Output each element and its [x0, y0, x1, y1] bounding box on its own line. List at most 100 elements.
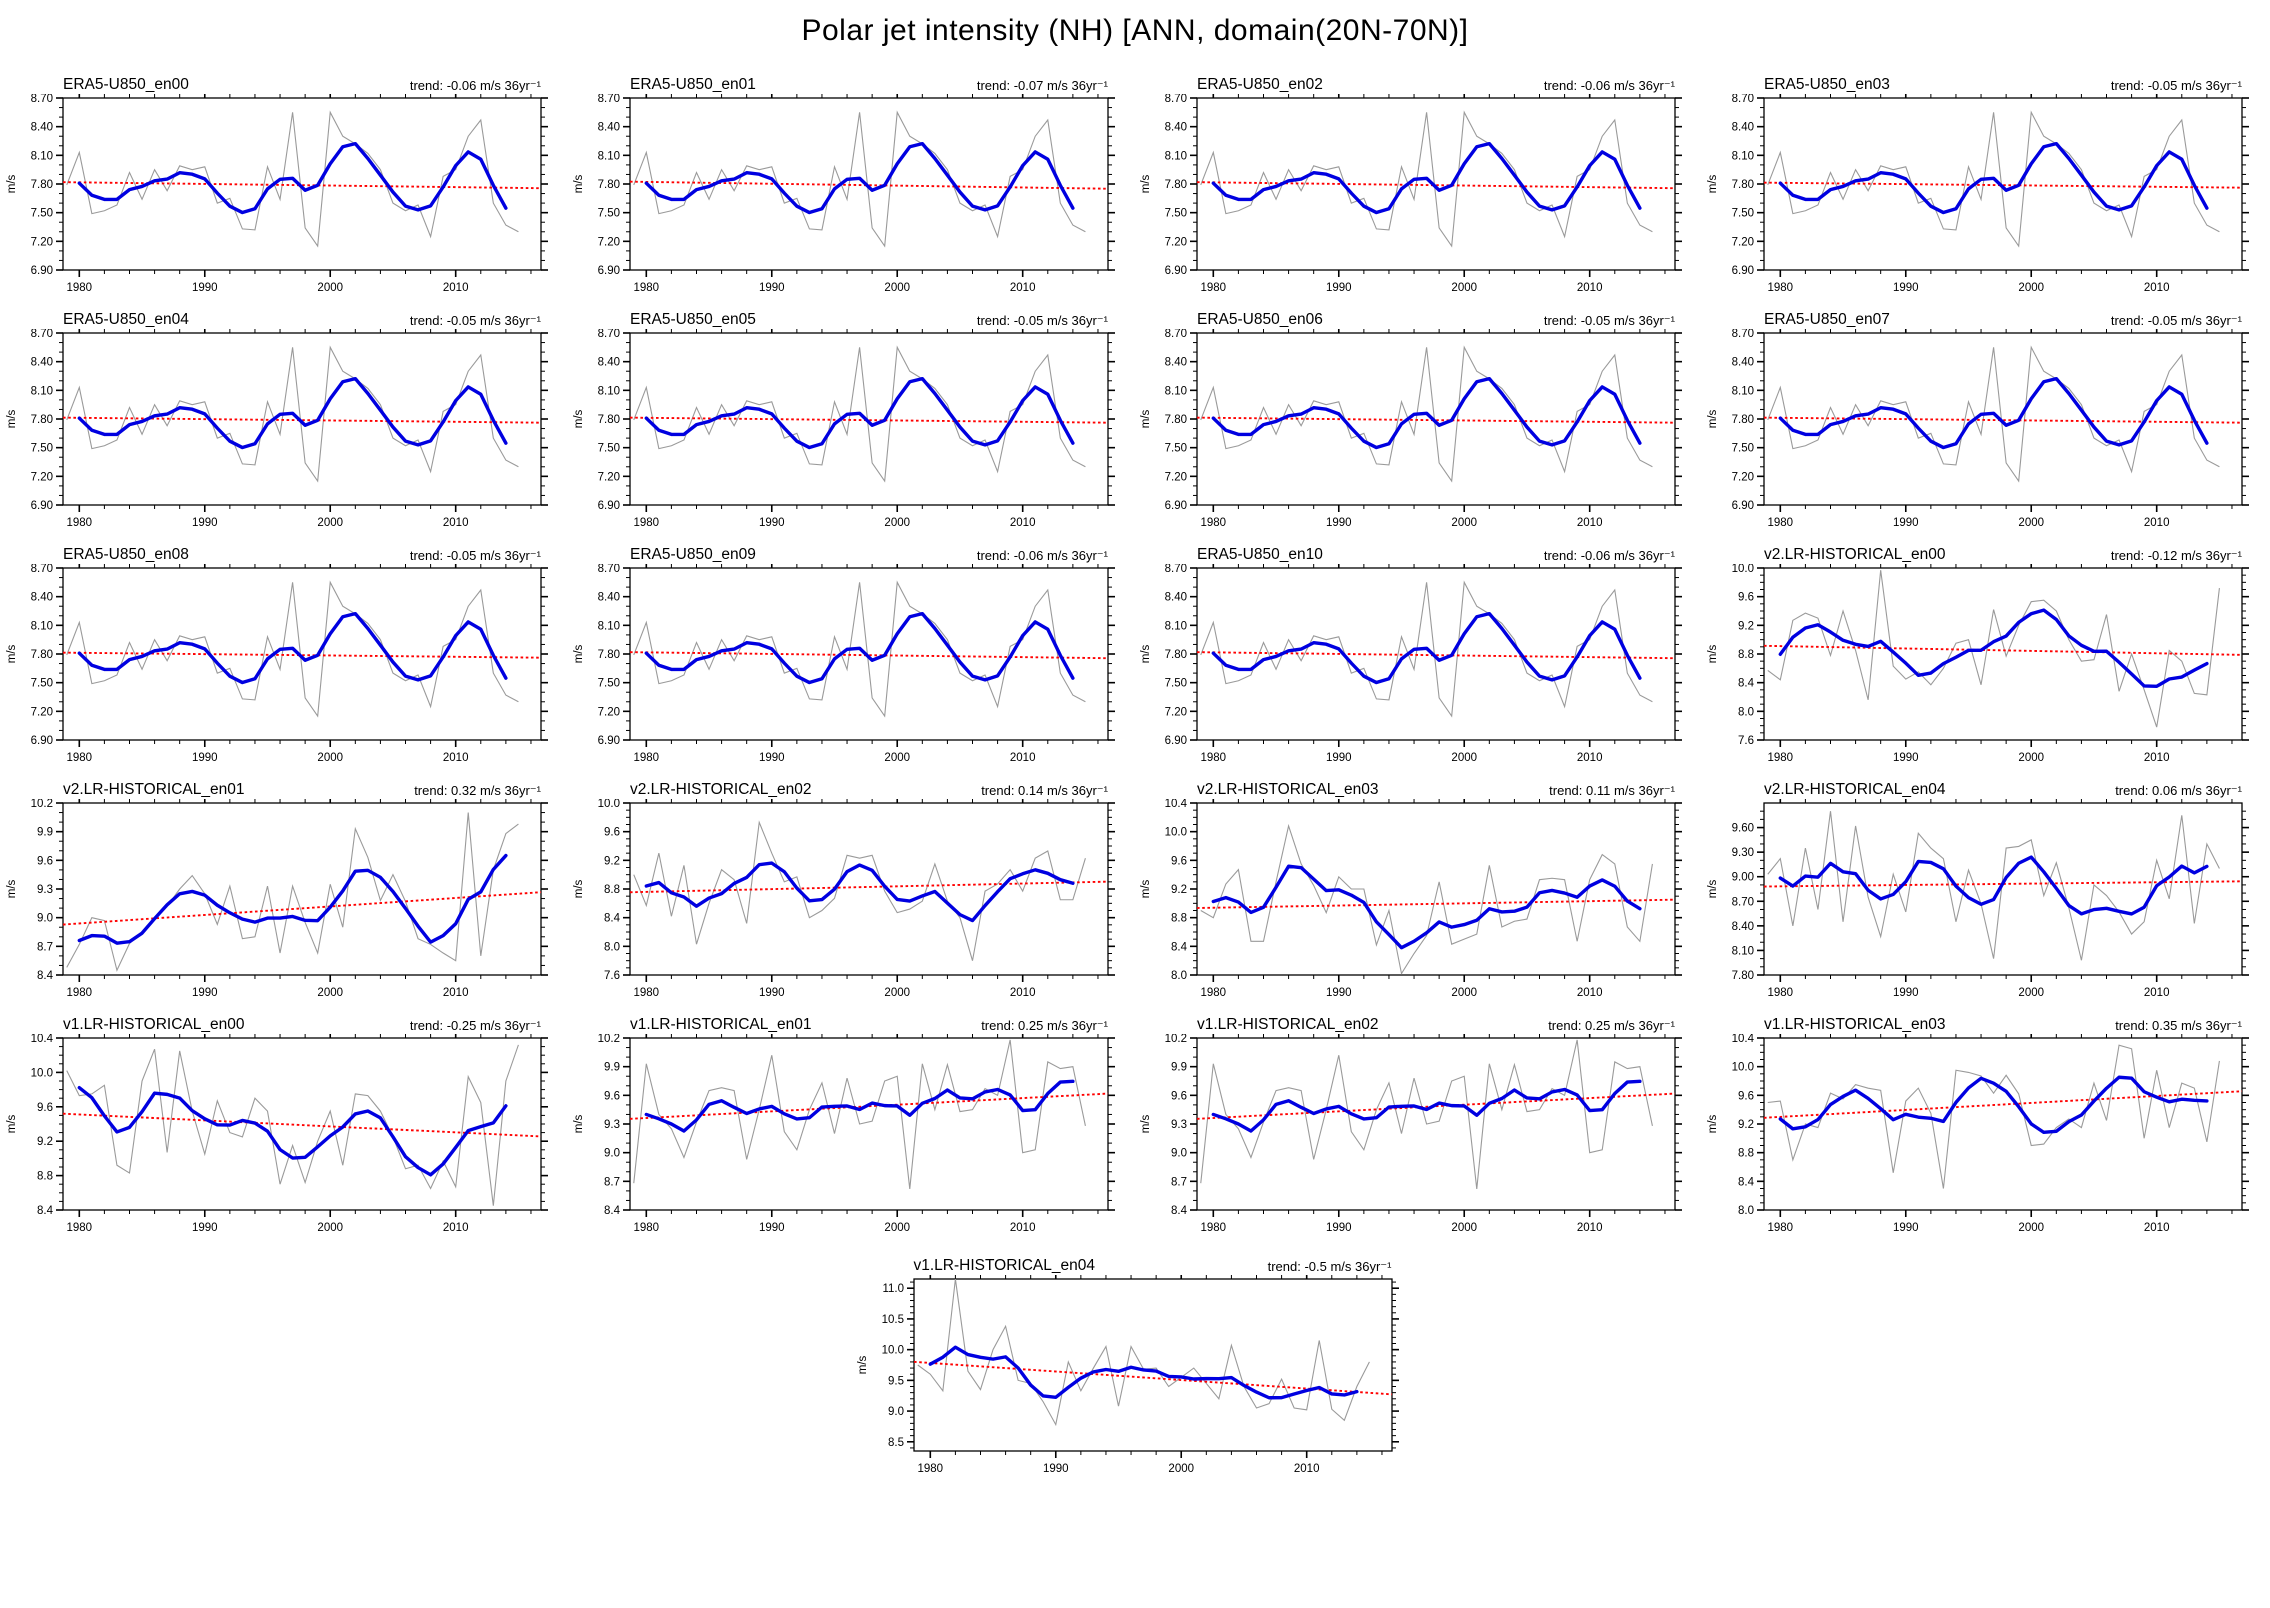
y-axis-title: m/s — [573, 644, 585, 663]
y-tick-label: 8.10 — [598, 385, 620, 397]
panel-title: v1.LR-HISTORICAL_en04 — [913, 1257, 1096, 1274]
trend-label: trend: -0.05 m/s 36yr⁻¹ — [976, 313, 1108, 328]
trend-label: trend: -0.5 m/s 36yr⁻¹ — [1267, 1259, 1392, 1274]
smoothed-line — [77, 376, 508, 450]
y-tick-label: 6.90 — [598, 500, 620, 512]
x-tick-label: 2010 — [1010, 517, 1036, 529]
x-tick-label: 1980 — [634, 987, 660, 999]
y-tick-label: 9.0 — [604, 1148, 620, 1160]
x-tick-label: 2000 — [884, 752, 910, 764]
axis-ticks — [56, 91, 548, 277]
y-tick-label: 7.20 — [598, 236, 620, 248]
axis-labels: 6.90 7.20 7.50 7.80 8.10 8.40 8.70 1980 1990 2000… — [1165, 328, 1603, 529]
axis-ticks — [1190, 796, 1682, 982]
y-tick-label: 7.80 — [1732, 970, 1754, 982]
axis-labels: 7.80 8.10 8.40 8.70 9.00 9.30 9.60 1980 1990 2000… — [1732, 823, 2170, 999]
axis-ticks — [1757, 561, 2249, 747]
y-tick-label: 7.20 — [1732, 236, 1754, 248]
y-tick-label: 6.90 — [1165, 265, 1187, 277]
y-tick-label: 8.8 — [604, 884, 620, 896]
chart-svg: 6.90 7.20 7.50 7.80 8.10 8.40 8.70 1980 1990 2000… — [1707, 91, 2249, 294]
y-tick-label: 7.80 — [1165, 414, 1187, 426]
panel-ERA5-U850_en08: ERA5-U850_en08 trend: -0.05 m/s 36yr⁻¹ 6.9… — [1, 536, 568, 771]
axis-ticks — [56, 796, 548, 982]
x-tick-label: 1990 — [1893, 1222, 1919, 1234]
plot-frame — [1196, 802, 1676, 976]
y-tick-label: 8.0 — [1738, 1205, 1754, 1217]
y-tick-label: 7.20 — [31, 471, 53, 483]
y-tick-label: 10.0 — [881, 1345, 903, 1357]
y-tick-label: 6.90 — [31, 735, 53, 747]
trend-line — [629, 651, 1109, 660]
trend-line — [62, 1112, 542, 1138]
chart-svg: 6.90 7.20 7.50 7.80 8.10 8.40 8.70 1980 1990 2000… — [6, 326, 548, 529]
y-tick-label: 8.70 — [31, 94, 53, 105]
axis-labels: 8.5 9.0 9.5 10.0 10.5 11.0 1980 1990 2000 2010 — [881, 1283, 1319, 1475]
panel-title: ERA5-U850_en04 — [63, 311, 189, 328]
panel-title: v2.LR-HISTORICAL_en04 — [1764, 781, 1946, 798]
panel-ERA5-U850_en06: ERA5-U850_en06 trend: -0.05 m/s 36yr⁻¹ 6.9… — [1135, 301, 1702, 536]
y-tick-label: 8.0 — [1171, 970, 1187, 982]
panel-title: ERA5-U850_en02 — [1197, 76, 1323, 93]
y-tick-label: 8.40 — [31, 122, 53, 134]
panel-ERA5-U850_en10: ERA5-U850_en10 trend: -0.06 m/s 36yr⁻¹ 6.9… — [1135, 536, 1702, 771]
y-tick-label: 7.50 — [598, 678, 620, 690]
y-tick-label: 8.10 — [1165, 150, 1187, 162]
x-tick-label: 1990 — [1326, 517, 1352, 529]
panel-header: ERA5-U850_en07 trend: -0.05 m/s 36yr⁻¹ — [1764, 307, 2242, 329]
annual-line — [633, 110, 1086, 248]
y-tick-label: 7.80 — [1165, 649, 1187, 661]
y-tick-label: 8.70 — [1165, 94, 1187, 105]
x-tick-label: 2010 — [1577, 517, 1603, 529]
panel-v2.LR-HISTORICAL_en01: v2.LR-HISTORICAL_en01 trend: 0.32 m/s 36y… — [1, 771, 568, 1006]
y-tick-label: 8.8 — [1738, 1148, 1754, 1160]
x-tick-label: 1990 — [759, 517, 785, 529]
trend-line — [1763, 181, 2243, 189]
panel-header: ERA5-U850_en08 trend: -0.05 m/s 36yr⁻¹ — [63, 542, 541, 564]
y-axis-title: m/s — [573, 174, 585, 193]
x-tick-label: 1980 — [917, 1463, 943, 1475]
axis-labels: 8.0 8.4 8.8 9.2 9.6 10.0 10.4 1980 1990 2000 2010 — [1165, 798, 1603, 999]
axis-ticks — [1190, 91, 1682, 277]
annual-line — [1200, 345, 1653, 483]
trend-label: trend: -0.05 m/s 36yr⁻¹ — [409, 313, 541, 328]
trend-label: trend: -0.25 m/s 36yr⁻¹ — [409, 1018, 541, 1033]
y-tick-label: 8.8 — [1171, 913, 1187, 925]
x-tick-label: 2000 — [884, 1222, 910, 1234]
x-tick-label: 1990 — [1893, 517, 1919, 529]
y-tick-label: 9.9 — [37, 827, 53, 839]
smoothed-line — [1778, 855, 2209, 916]
panel-ERA5-U850_en09: ERA5-U850_en09 trend: -0.06 m/s 36yr⁻¹ 6.9… — [568, 536, 1135, 771]
panel-ERA5-U850_en04: ERA5-U850_en04 trend: -0.05 m/s 36yr⁻¹ 6.9… — [1, 301, 568, 536]
y-tick-label: 8.40 — [1165, 592, 1187, 604]
x-tick-label: 1980 — [1201, 282, 1227, 294]
x-tick-label: 2000 — [2018, 282, 2044, 294]
y-tick-label: 8.70 — [1732, 329, 1754, 340]
panel-v1.LR-HISTORICAL_en00: v1.LR-HISTORICAL_en00 trend: -0.25 m/s 36… — [1, 1006, 568, 1241]
axis-labels: 6.90 7.20 7.50 7.80 8.10 8.40 8.70 1980 1990 2000… — [31, 563, 469, 764]
y-tick-label: 8.10 — [31, 620, 53, 632]
y-tick-label: 9.6 — [604, 1090, 620, 1102]
smoothed-line — [644, 376, 1075, 450]
x-tick-label: 1980 — [67, 752, 93, 764]
x-tick-label: 2010 — [443, 987, 469, 999]
annual-line — [66, 1044, 519, 1206]
panel-header: ERA5-U850_en02 trend: -0.06 m/s 36yr⁻¹ — [1197, 72, 1675, 94]
annual-line — [1767, 570, 2220, 728]
y-tick-label: 8.4 — [1738, 678, 1755, 690]
axis-labels: 8.4 8.7 9.0 9.3 9.6 9.9 10.2 1980 1990 2000 2010 — [1165, 1033, 1603, 1234]
smoothed-line — [1778, 141, 2209, 215]
x-tick-label: 2000 — [1451, 282, 1477, 294]
x-tick-label: 2000 — [884, 987, 910, 999]
y-tick-label: 8.4 — [1738, 1176, 1755, 1188]
panel-header: v2.LR-HISTORICAL_en02 trend: 0.14 m/s 36y… — [630, 777, 1108, 799]
y-tick-label: 7.20 — [1165, 471, 1187, 483]
y-tick-label: 9.2 — [1738, 620, 1754, 632]
x-tick-label: 2000 — [884, 282, 910, 294]
smoothed-line — [77, 853, 508, 945]
axis-ticks — [1757, 796, 2249, 982]
y-tick-label: 8.10 — [1165, 620, 1187, 632]
y-tick-label: 9.0 — [888, 1406, 904, 1418]
chart-svg: 6.90 7.20 7.50 7.80 8.10 8.40 8.70 1980 1990 2000… — [573, 561, 1115, 764]
axis-ticks — [1190, 561, 1682, 747]
